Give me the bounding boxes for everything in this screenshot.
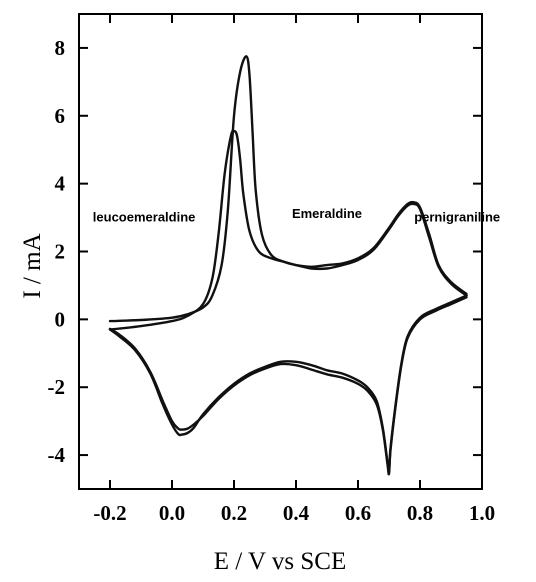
x-tick-label: 1.0 (469, 501, 495, 525)
cv-sweep-1 (108, 55, 468, 323)
x-tick-label: 0.2 (221, 501, 247, 525)
y-tick-label: -2 (48, 375, 66, 399)
x-axis-title: E / V vs SCE (214, 548, 346, 575)
peak-annotations: leucoemeraldine Emeraldine pernigraniline (93, 206, 500, 224)
y-tick-label: 6 (55, 104, 66, 128)
x-tick-label: 0.8 (407, 501, 433, 525)
y-tick-label: 4 (55, 172, 66, 196)
y-tick-label: 2 (55, 240, 66, 264)
annotation-label: Emeraldine (292, 206, 362, 221)
plot-frame (78, 13, 483, 490)
x-tick-label: 0.6 (345, 501, 371, 525)
annotation-label: pernigraniline (414, 210, 500, 225)
y-tick-label: -4 (48, 443, 66, 467)
y-axis-title: I / mA (19, 233, 46, 298)
x-tick-label: -0.2 (93, 501, 126, 525)
y-tick-label: 8 (55, 36, 66, 60)
x-tick-label: 0.4 (283, 501, 310, 525)
y-tick-label: 0 (55, 307, 66, 331)
axis-tick-labels: -0.2 0.0 0.2 0.4 0.6 0.8 1.0 -4 -2 0 2 4 6 8 (48, 36, 496, 525)
data-curves (108, 55, 468, 476)
cv-sweep-2 (108, 129, 468, 331)
annotation-label: leucoemeraldine (93, 210, 196, 225)
axis-ticks (79, 14, 483, 489)
cv-sweep-4 (108, 296, 468, 476)
x-tick-label: 0.0 (159, 501, 185, 525)
